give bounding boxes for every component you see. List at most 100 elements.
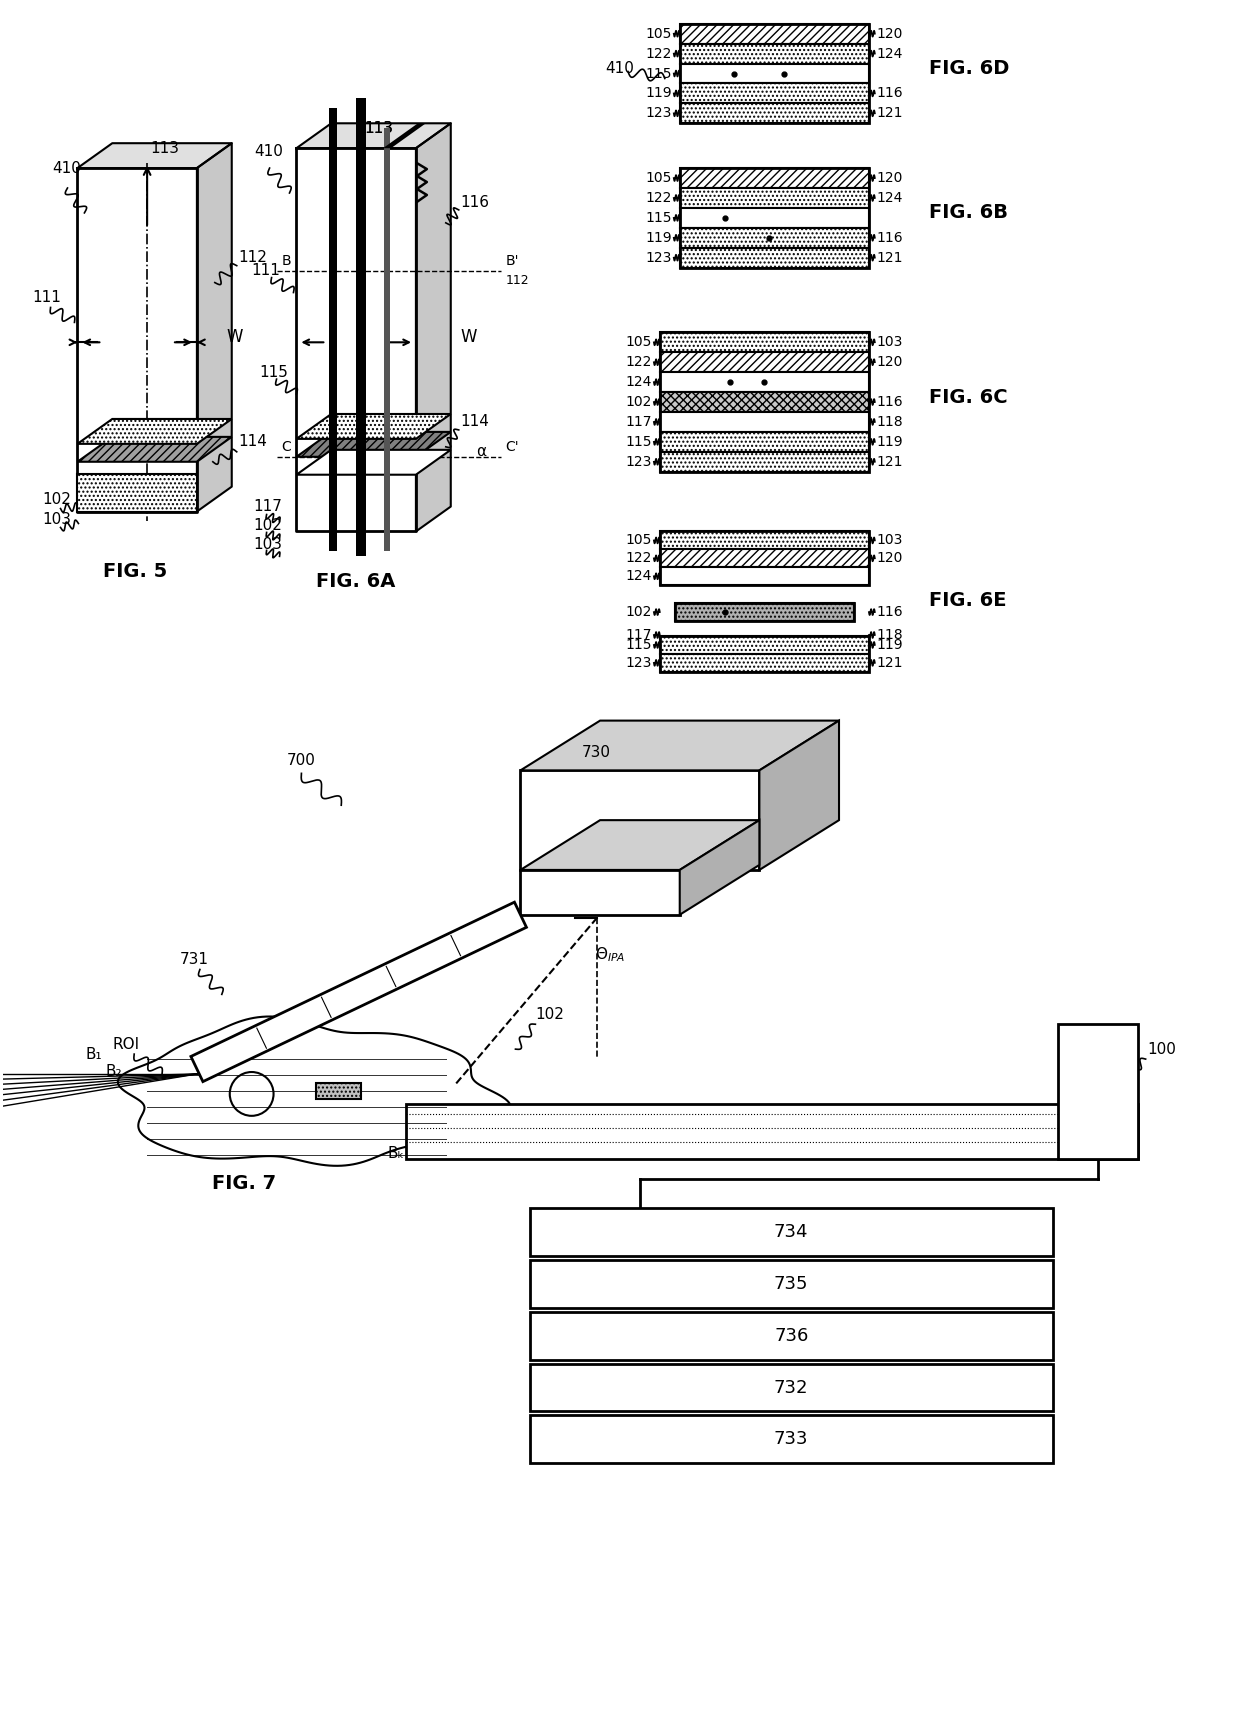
Text: W: W [227, 328, 243, 347]
Text: 102: 102 [625, 605, 652, 619]
Text: Bₖ: Bₖ [388, 1147, 404, 1160]
Text: 118: 118 [877, 415, 904, 429]
Text: B': B' [506, 253, 520, 268]
Text: 120: 120 [877, 171, 903, 185]
Bar [660, 332, 869, 352]
Bar [660, 531, 869, 549]
Text: 119: 119 [645, 231, 672, 244]
Text: 121: 121 [877, 106, 904, 120]
Bar [531, 1260, 1053, 1307]
Polygon shape [356, 99, 366, 557]
Text: 113: 113 [150, 140, 179, 156]
Text: 117: 117 [625, 415, 652, 429]
Bar [680, 84, 869, 103]
Bar [660, 636, 869, 672]
Bar [680, 188, 869, 208]
Text: 112: 112 [239, 250, 268, 265]
Polygon shape [296, 123, 451, 149]
Text: FIG. 6D: FIG. 6D [929, 60, 1009, 79]
Polygon shape [296, 149, 415, 531]
Bar [531, 1313, 1053, 1360]
Text: 118: 118 [877, 627, 904, 643]
Bar [531, 1415, 1053, 1463]
Text: 116: 116 [877, 605, 904, 619]
Text: 124: 124 [625, 569, 652, 583]
Bar [1058, 1024, 1137, 1159]
Text: 410: 410 [52, 161, 82, 176]
Text: 102: 102 [254, 518, 283, 533]
Text: 122: 122 [645, 191, 672, 205]
Text: B₁: B₁ [86, 1046, 103, 1061]
Text: FIG. 6A: FIG. 6A [316, 573, 396, 591]
Text: 124: 124 [877, 191, 903, 205]
Bar [660, 391, 869, 412]
Bar [680, 44, 869, 63]
Text: 121: 121 [877, 251, 904, 265]
Bar [660, 655, 869, 672]
Polygon shape [197, 144, 232, 511]
Text: 111: 111 [252, 263, 280, 279]
Polygon shape [521, 771, 759, 870]
Text: 122: 122 [645, 46, 672, 60]
Text: ROI: ROI [113, 1037, 139, 1051]
Text: 410: 410 [254, 144, 284, 159]
Polygon shape [77, 419, 232, 444]
Polygon shape [296, 432, 451, 456]
Text: 113: 113 [365, 121, 393, 135]
Text: 122: 122 [625, 355, 652, 369]
Text: C': C' [506, 439, 520, 455]
Text: FIG. 5: FIG. 5 [103, 562, 167, 581]
Text: 121: 121 [877, 455, 904, 468]
Bar [660, 412, 869, 432]
Text: FIG. 7: FIG. 7 [212, 1174, 277, 1193]
Polygon shape [521, 870, 680, 914]
Text: 124: 124 [877, 46, 903, 60]
Text: 116: 116 [877, 395, 904, 408]
Text: 102: 102 [536, 1007, 564, 1022]
Text: 105: 105 [625, 335, 652, 349]
Text: 116: 116 [461, 195, 490, 210]
Bar [680, 63, 869, 84]
Text: 700: 700 [286, 754, 315, 767]
Text: 111: 111 [32, 291, 62, 304]
Polygon shape [77, 167, 197, 511]
Text: 115: 115 [625, 637, 652, 651]
Text: 114: 114 [239, 434, 268, 449]
Bar [660, 352, 869, 373]
Text: 105: 105 [625, 533, 652, 547]
Text: 123: 123 [645, 106, 672, 120]
Text: B₂: B₂ [105, 1063, 123, 1078]
Bar [660, 373, 869, 391]
Bar [531, 1208, 1053, 1256]
Polygon shape [383, 123, 425, 149]
Text: 102: 102 [42, 492, 72, 508]
Text: 119: 119 [877, 637, 904, 651]
Bar [680, 208, 869, 227]
Polygon shape [77, 144, 232, 167]
Polygon shape [759, 721, 839, 870]
Polygon shape [521, 721, 839, 771]
Text: 115: 115 [645, 67, 672, 80]
Text: 115: 115 [625, 434, 652, 449]
Text: 102: 102 [625, 395, 652, 408]
Text: 119: 119 [645, 87, 672, 101]
Text: α: α [134, 449, 144, 465]
Bar [675, 603, 854, 620]
Text: 124: 124 [625, 376, 652, 390]
Text: 735: 735 [774, 1275, 808, 1294]
Text: 115: 115 [645, 210, 672, 226]
Bar [660, 332, 869, 472]
Polygon shape [77, 438, 232, 461]
Text: 120: 120 [877, 552, 903, 566]
Bar [531, 1364, 1053, 1412]
Polygon shape [296, 449, 451, 475]
Bar [680, 24, 869, 123]
Text: 734: 734 [774, 1224, 808, 1241]
Text: 121: 121 [877, 656, 904, 670]
Bar [316, 1084, 361, 1099]
Text: 114: 114 [461, 415, 490, 429]
Bar [660, 451, 869, 472]
Bar [660, 567, 869, 584]
Text: 105: 105 [645, 171, 672, 185]
Text: 123: 123 [625, 656, 652, 670]
